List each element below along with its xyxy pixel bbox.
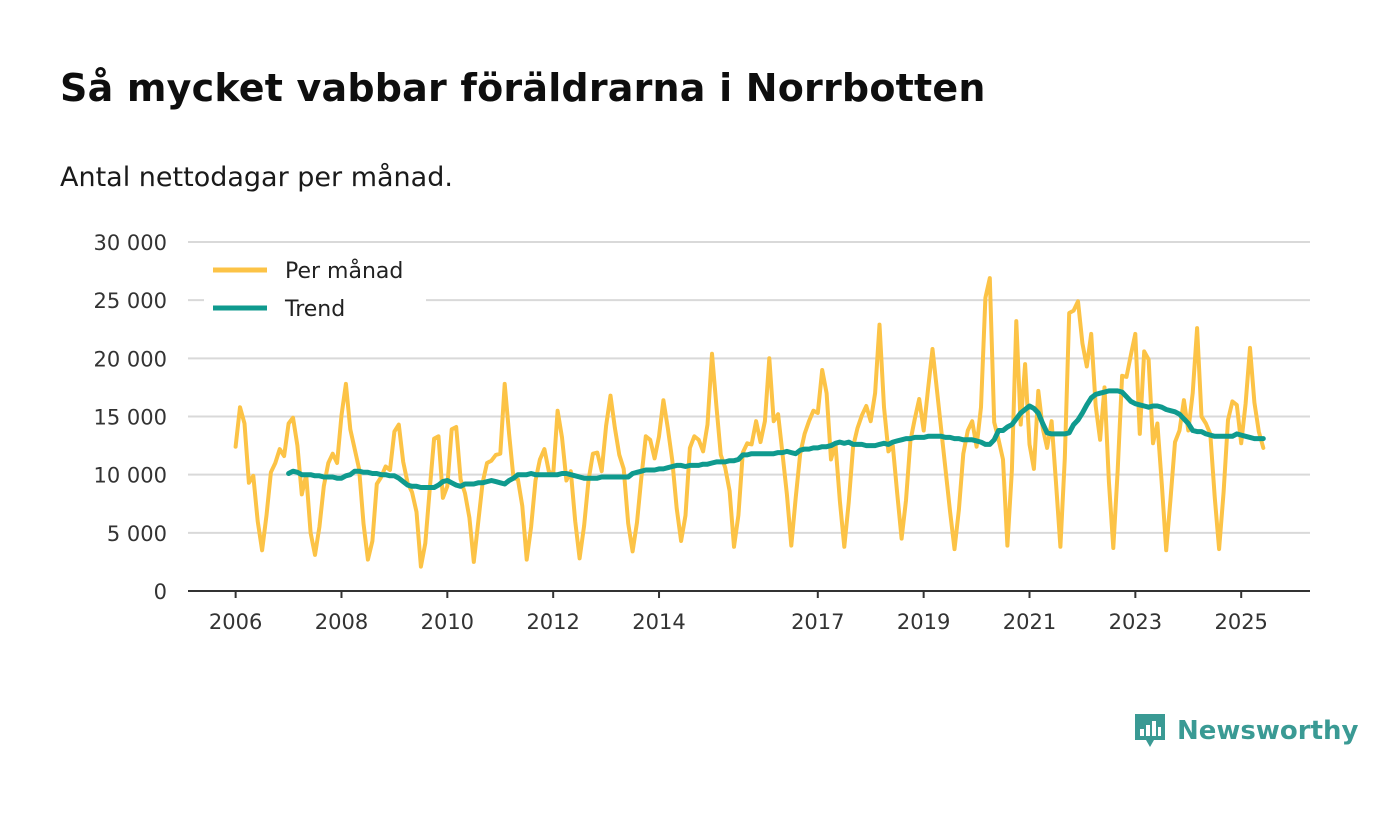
- brand-name: Newsworthy: [1177, 716, 1359, 746]
- y-tick-label: 20 000: [94, 347, 167, 371]
- x-tick-label: 2008: [315, 610, 368, 634]
- x-tick-label: 2012: [526, 610, 579, 634]
- x-tick-label: 2019: [897, 610, 950, 634]
- y-tick-label: 15 000: [94, 406, 167, 430]
- brand-logo: Newsworthy: [1133, 712, 1358, 750]
- x-tick-label: 2014: [632, 610, 685, 634]
- chart-subtitle: Antal nettodagar per månad.: [60, 162, 453, 193]
- legend: Per månad Trend: [204, 252, 426, 326]
- series-line-per-manad: [233, 276, 1266, 569]
- x-tick-label: 2023: [1109, 610, 1162, 634]
- x-tick-label: 2017: [791, 610, 844, 634]
- y-axis-ticks: 0 5 000 10 000 15 000 20 000 25 000 30 000: [94, 231, 167, 604]
- y-tick-label: 30 000: [94, 231, 167, 255]
- x-tick-label: 2021: [1003, 610, 1056, 634]
- newsworthy-bar-chart-icon: [1135, 714, 1165, 747]
- series-lines: [233, 276, 1266, 569]
- x-axis-ticks: 2006 2008 2010 2012 2014 2017 2019 2021 2023 2025: [188, 590, 1310, 634]
- y-tick-label: 5 000: [107, 522, 167, 546]
- y-tick-label: 0: [154, 580, 167, 604]
- y-tick-label: 25 000: [94, 289, 167, 313]
- y-tick-label: 10 000: [94, 464, 167, 488]
- x-tick-label: 2025: [1214, 610, 1267, 634]
- x-tick-label: 2006: [209, 610, 262, 634]
- legend-background: [204, 252, 426, 326]
- x-tick-label: 2010: [421, 610, 474, 634]
- legend-label: Per månad: [285, 258, 403, 284]
- series-line-trend: [286, 388, 1266, 490]
- legend-label: Trend: [284, 297, 345, 322]
- chart-title: Så mycket vabbar föräldrarna i Norrbotte…: [60, 66, 986, 110]
